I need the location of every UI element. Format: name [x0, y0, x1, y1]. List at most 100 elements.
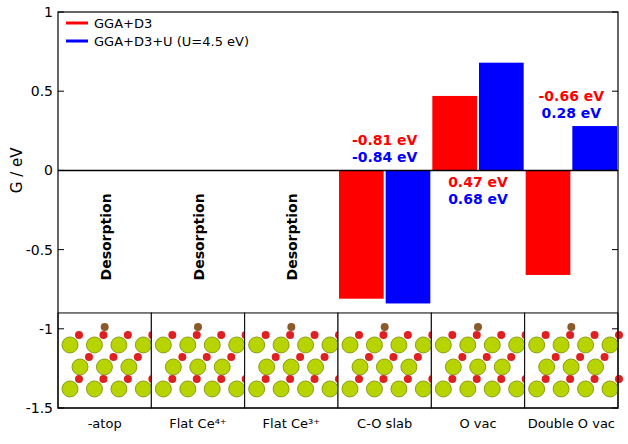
data-label: 0.68 eV [448, 191, 508, 207]
ce-atom [484, 381, 500, 397]
x-tick-label: Flat Ce³⁺ [263, 416, 320, 431]
o-atom [404, 375, 412, 383]
ce-atom [529, 381, 545, 397]
chart-root: -1.5-1-0.500.51G / eV-atopFlat Ce⁴⁺Flat … [0, 0, 628, 444]
ce-atom [415, 337, 431, 353]
structure-frame [338, 313, 431, 408]
structure-frame [525, 313, 618, 408]
ce-atom [62, 337, 78, 353]
o-atom [483, 353, 491, 361]
o-atom [124, 375, 132, 383]
structure-frame [245, 313, 338, 408]
ce-atom [204, 381, 220, 397]
c-atom [194, 323, 202, 331]
ce-atom [180, 381, 196, 397]
structure-frame [431, 313, 524, 408]
o-atom [99, 375, 107, 383]
legend-label: GGA+D3 [94, 16, 152, 31]
ce-atom [72, 359, 88, 375]
ce-atom [342, 337, 358, 353]
structure-frame [58, 313, 151, 408]
ce-atom [484, 337, 500, 353]
ce-atom [249, 381, 265, 397]
ce-atom [121, 359, 137, 375]
ce-atom [445, 359, 461, 375]
o-atom [109, 353, 117, 361]
ce-atom [165, 359, 181, 375]
o-atom [262, 375, 270, 383]
o-atom [542, 375, 550, 383]
bar [572, 126, 617, 170]
annotation: Desorption [284, 193, 300, 280]
o-atom [615, 375, 623, 383]
bar [479, 63, 524, 171]
ce-atom [229, 381, 245, 397]
ce-atom [135, 337, 151, 353]
ce-atom [494, 359, 510, 375]
o-atom [497, 331, 505, 339]
ce-atom [204, 337, 220, 353]
o-atom [448, 375, 456, 383]
y-tick [612, 328, 618, 329]
o-atom [566, 331, 574, 339]
o-atom [227, 353, 235, 361]
ce-atom [391, 381, 407, 397]
ce-atom [273, 337, 289, 353]
o-atom [591, 375, 599, 383]
ce-atom [460, 381, 476, 397]
o-atom [99, 331, 107, 339]
y-tick [58, 12, 64, 13]
plot-frame [58, 12, 618, 408]
y-tick [612, 170, 618, 171]
ce-atom [190, 359, 206, 375]
o-atom [566, 375, 574, 383]
c-atom [474, 323, 482, 331]
o-atom [286, 375, 294, 383]
ce-atom [435, 337, 451, 353]
o-atom [272, 353, 280, 361]
ce-atom [249, 337, 265, 353]
ce-atom [578, 337, 594, 353]
c-atom [567, 323, 575, 331]
ce-atom [342, 381, 358, 397]
y-tick-label: 0 [44, 162, 53, 178]
ce-atom [259, 359, 275, 375]
ce-atom [366, 337, 382, 353]
y-tick [612, 408, 618, 409]
legend-swatch [66, 40, 88, 43]
o-atom [591, 331, 599, 339]
y-tick-label: 0.5 [31, 83, 53, 99]
ce-atom [298, 337, 314, 353]
y-tick [612, 12, 618, 13]
data-label: 0.28 eV [541, 105, 601, 121]
data-label: -0.84 eV [352, 149, 418, 165]
x-tick-label: -atop [88, 416, 122, 431]
ce-atom [553, 337, 569, 353]
legend: GGA+D3GGA+D3+U (U=4.5 eV) [66, 16, 249, 49]
bar [386, 170, 431, 303]
ce-atom [155, 381, 171, 397]
o-atom [615, 331, 623, 339]
ce-atom [96, 359, 112, 375]
structure-panels [58, 313, 623, 408]
o-atom [458, 353, 466, 361]
ce-atom [602, 381, 618, 397]
ce-atom [86, 381, 102, 397]
c-atom [287, 323, 295, 331]
ce-atom [460, 337, 476, 353]
ce-atom [376, 359, 392, 375]
y-tick-label: -1 [39, 321, 53, 337]
o-atom [75, 331, 83, 339]
o-atom [168, 331, 176, 339]
o-atom [552, 353, 560, 361]
o-atom [404, 331, 412, 339]
bar [432, 96, 477, 170]
ce-atom [62, 381, 78, 397]
o-atom [311, 375, 319, 383]
o-atom [168, 375, 176, 383]
ce-atom [322, 337, 338, 353]
ce-atom [180, 337, 196, 353]
o-atom [601, 353, 609, 361]
o-atom [193, 331, 201, 339]
o-atom [217, 375, 225, 383]
